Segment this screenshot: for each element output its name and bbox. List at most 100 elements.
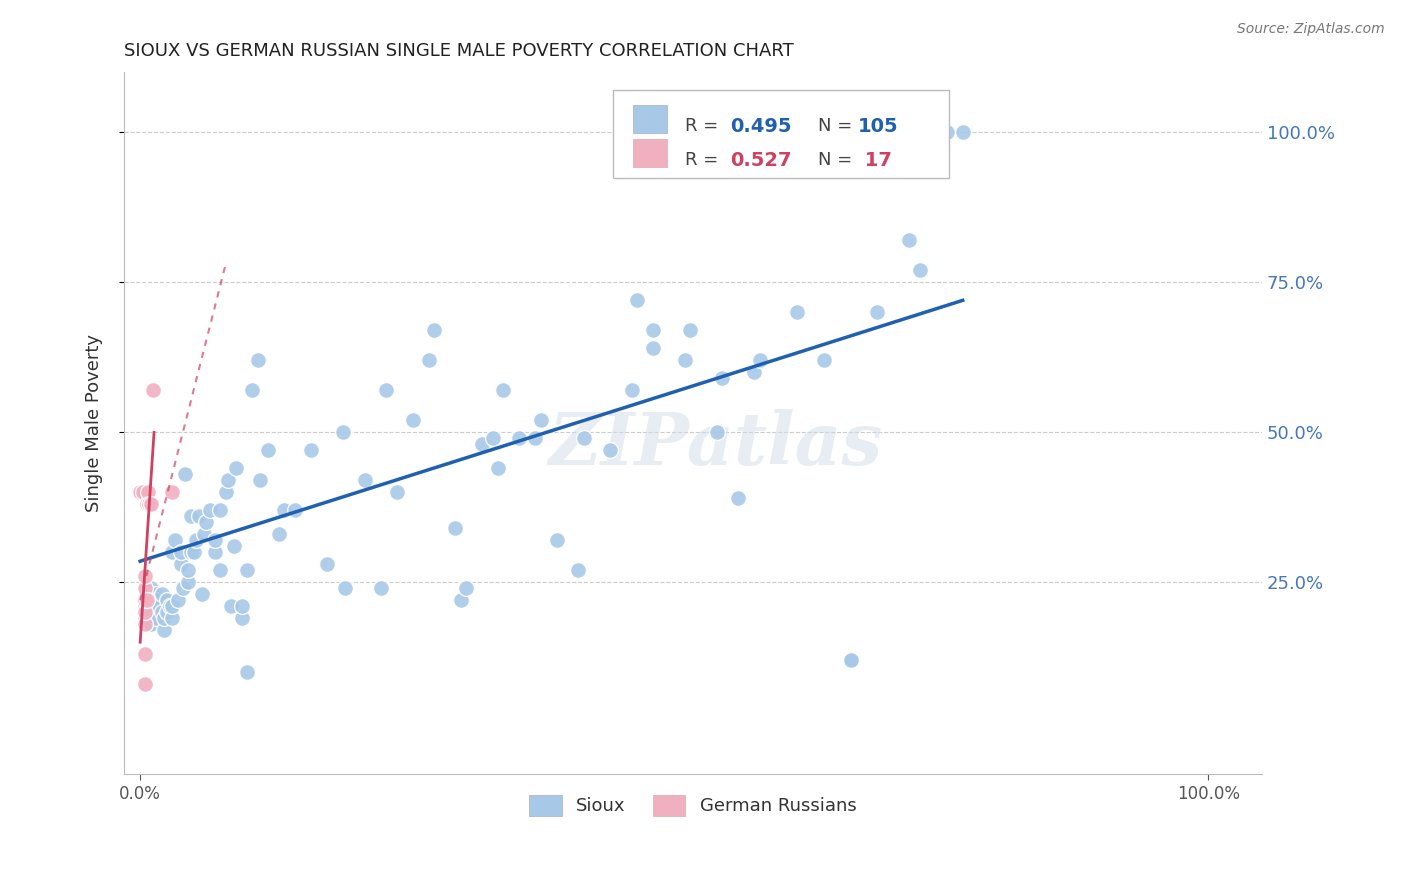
Point — [198, 503, 221, 517]
Text: SIOUX VS GERMAN RUSSIAN SINGLE MALE POVERTY CORRELATION CHART: SIOUX VS GERMAN RUSSIAN SINGLE MALE POVE… — [124, 42, 794, 60]
Point — [418, 353, 440, 368]
Point — [170, 545, 193, 559]
Point — [935, 125, 957, 139]
Point — [209, 563, 232, 577]
Point — [174, 467, 197, 482]
Point — [150, 605, 173, 619]
Point — [134, 647, 156, 661]
Point — [481, 431, 503, 445]
Point — [444, 521, 467, 535]
Point — [152, 623, 174, 637]
Point — [160, 545, 183, 559]
Point — [508, 431, 530, 445]
Point — [191, 587, 214, 601]
Point — [786, 305, 808, 319]
Point — [193, 527, 215, 541]
Point — [744, 365, 766, 379]
Point — [195, 515, 218, 529]
Point — [134, 617, 156, 632]
Point — [138, 497, 160, 511]
Point — [156, 605, 179, 619]
Point — [257, 443, 280, 458]
Point — [159, 599, 181, 614]
Point — [813, 353, 835, 368]
Point — [727, 491, 749, 506]
Point — [135, 593, 157, 607]
Point — [236, 665, 259, 680]
Point — [711, 371, 734, 385]
Text: R =: R = — [685, 118, 724, 136]
Point — [524, 431, 547, 445]
Text: ZIPatlas: ZIPatlas — [548, 409, 883, 480]
Point — [370, 581, 392, 595]
Point — [148, 599, 170, 614]
Point — [166, 593, 188, 607]
Point — [134, 605, 156, 619]
Point — [129, 485, 152, 500]
Legend: Sioux, German Russians: Sioux, German Russians — [520, 786, 866, 825]
Point — [450, 593, 472, 607]
Point — [183, 545, 205, 559]
Point — [679, 323, 702, 337]
Point — [641, 341, 664, 355]
FancyBboxPatch shape — [633, 105, 666, 134]
Point — [165, 533, 187, 548]
Point — [139, 617, 162, 632]
Point — [908, 263, 931, 277]
Point — [249, 473, 271, 487]
Point — [454, 581, 477, 595]
Point — [160, 599, 183, 614]
Point — [332, 425, 354, 440]
Point — [204, 545, 226, 559]
Point — [134, 677, 156, 691]
Point — [145, 593, 167, 607]
Point — [204, 533, 226, 548]
Text: N =: N = — [818, 151, 852, 169]
Text: 0.495: 0.495 — [731, 117, 792, 136]
Point — [142, 384, 165, 398]
Point — [641, 323, 664, 337]
Point — [180, 545, 202, 559]
Point — [134, 611, 156, 625]
Point — [170, 558, 193, 572]
Point — [335, 581, 357, 595]
Point — [139, 605, 162, 619]
Point — [145, 611, 167, 625]
Point — [316, 558, 339, 572]
Point — [706, 425, 728, 440]
Point — [135, 497, 157, 511]
Point — [273, 503, 295, 517]
Point — [385, 485, 408, 500]
Point — [139, 593, 162, 607]
Text: 105: 105 — [858, 117, 898, 136]
Point — [219, 599, 242, 614]
Point — [136, 485, 159, 500]
Point — [156, 593, 179, 607]
Point — [134, 593, 156, 607]
Point — [353, 473, 375, 487]
Point — [214, 485, 236, 500]
Point — [132, 485, 155, 500]
Point — [225, 461, 247, 475]
Point — [187, 509, 209, 524]
Point — [160, 611, 183, 625]
Point — [240, 384, 263, 398]
Point — [374, 384, 396, 398]
Text: 0.527: 0.527 — [731, 151, 792, 169]
Point — [486, 461, 509, 475]
Point — [152, 611, 174, 625]
Point — [267, 527, 290, 541]
Point — [150, 587, 173, 601]
Point — [567, 563, 589, 577]
Point — [236, 563, 259, 577]
Point — [530, 413, 553, 427]
Point — [299, 443, 322, 458]
Point — [134, 599, 156, 614]
Point — [134, 593, 156, 607]
Point — [145, 587, 167, 601]
Point — [209, 503, 232, 517]
FancyBboxPatch shape — [613, 90, 949, 178]
Text: Source: ZipAtlas.com: Source: ZipAtlas.com — [1237, 22, 1385, 37]
Point — [898, 233, 921, 247]
Point — [284, 503, 307, 517]
